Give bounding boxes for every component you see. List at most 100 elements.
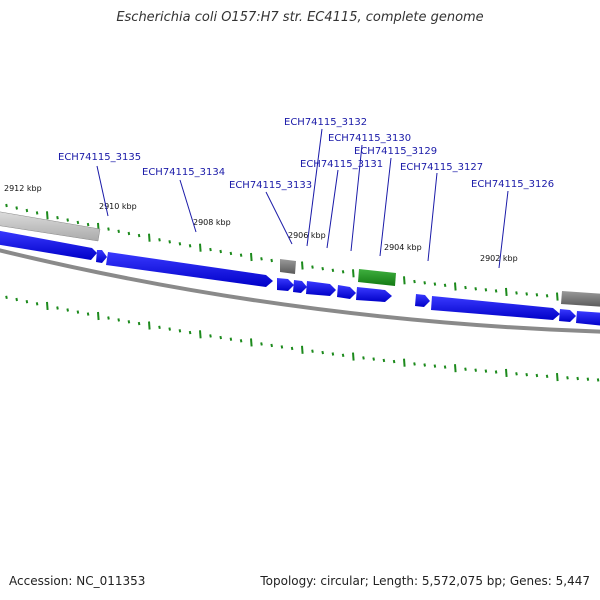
leader-line [498, 190, 509, 269]
tick-mark [566, 376, 569, 380]
tick-mark [535, 293, 539, 297]
tick-mark [107, 227, 110, 231]
rna-feature-green[interactable] [358, 269, 396, 286]
tick-mark [127, 320, 131, 324]
tick-mark [188, 330, 192, 335]
gene-label-3133[interactable]: ECH74115_3133 [229, 180, 312, 191]
tick-mark [188, 244, 192, 248]
tick-mark [35, 302, 39, 306]
tick-mark [25, 208, 29, 213]
tick-mark [403, 276, 406, 285]
tick-mark [229, 251, 233, 256]
tick-mark [250, 252, 253, 262]
tick-mark [137, 233, 141, 238]
tick-mark [494, 370, 498, 374]
tick-mark [403, 358, 406, 367]
tick-mark [331, 268, 335, 272]
tick-mark [260, 342, 263, 346]
tick-mark [545, 294, 549, 298]
tick-mark [76, 220, 80, 225]
tick-mark [199, 330, 202, 339]
gene-label-3129[interactable]: ECH74115_3129 [354, 146, 437, 157]
tick-mark [168, 240, 171, 244]
cds-arrow[interactable] [431, 296, 560, 320]
gene-label-3131[interactable]: ECH74115_3131 [300, 159, 383, 170]
cds-arrow[interactable] [293, 280, 307, 293]
cds-arrow[interactable] [306, 281, 336, 296]
gene-feature-gray-left[interactable] [0, 211, 101, 242]
tick-mark [148, 321, 151, 330]
tick-mark [321, 267, 324, 271]
tick-mark [260, 257, 263, 261]
tick-mark [413, 362, 416, 366]
gene-feature-gray[interactable] [280, 259, 296, 274]
gene-feature-gray-right[interactable] [561, 291, 600, 307]
tick-mark [301, 261, 304, 270]
tick-mark [321, 350, 324, 355]
tick-mark [556, 373, 559, 382]
leader-line [427, 172, 438, 262]
tick-mark [413, 279, 416, 284]
tick-mark [505, 287, 508, 296]
tick-mark [515, 372, 518, 376]
tick-mark [66, 308, 69, 312]
tick-mark [66, 218, 69, 222]
tick-mark [280, 345, 284, 349]
cds-arrow[interactable] [576, 311, 600, 326]
cds-arrow[interactable] [356, 287, 392, 302]
gene-label-3135[interactable]: ECH74115_3135 [58, 152, 141, 163]
tick-mark [86, 222, 90, 227]
gene-label-3126[interactable]: ECH74115_3126 [471, 179, 554, 190]
cds-arrow[interactable] [277, 278, 294, 291]
tick-mark [433, 364, 437, 368]
tick-mark [137, 321, 141, 326]
tick-mark [219, 249, 222, 254]
tick-mark [382, 358, 386, 363]
tick-mark [464, 285, 467, 290]
cds-arrow[interactable] [106, 252, 273, 287]
cds-arrow[interactable] [559, 309, 576, 322]
tick-mark [148, 233, 151, 242]
tick-mark [576, 376, 579, 381]
tick-mark [545, 374, 549, 378]
cds-arrow[interactable] [0, 230, 97, 260]
tick-mark [433, 282, 437, 286]
leader-line [265, 191, 293, 245]
tick-mark [423, 281, 426, 285]
tick-mark [158, 325, 161, 329]
tick-mark [117, 229, 120, 233]
tick-mark [270, 343, 273, 348]
tick-mark [86, 312, 90, 316]
tick-mark [35, 211, 39, 215]
leader-line [326, 169, 339, 249]
gene-label-3132[interactable]: ECH74115_3132 [284, 117, 367, 128]
tick-mark [596, 378, 600, 382]
cds-arrow[interactable] [96, 250, 107, 263]
gene-label-3134[interactable]: ECH74115_3134 [142, 167, 225, 178]
leader-line [179, 179, 197, 233]
tick-mark [341, 353, 345, 357]
scale-label-2902: 2902 kbp [480, 254, 518, 263]
scale-label-2908: 2908 kbp [193, 218, 231, 227]
tick-mark [168, 327, 171, 331]
tick-mark [352, 352, 355, 361]
tick-mark [15, 206, 18, 210]
leader-line [350, 144, 363, 252]
tick-mark [505, 368, 508, 377]
label-leaders [96, 128, 509, 269]
tick-mark [484, 288, 488, 292]
tick-mark [454, 364, 457, 373]
tick-mark [199, 243, 202, 252]
gene-label-3127[interactable]: ECH74115_3127 [400, 162, 483, 173]
tick-mark [301, 345, 304, 354]
gene-label-3130[interactable]: ECH74115_3130 [328, 133, 411, 144]
tick-mark [443, 365, 447, 369]
leader-line [96, 165, 109, 217]
cds-arrow[interactable] [337, 285, 356, 299]
genome-stats-text: Topology: circular; Length: 5,572,075 bp… [260, 574, 590, 588]
tick-mark [331, 352, 335, 356]
tick-mark [341, 270, 345, 274]
scale-label-2910: 2910 kbp [99, 202, 137, 211]
cds-arrow[interactable] [415, 294, 430, 307]
